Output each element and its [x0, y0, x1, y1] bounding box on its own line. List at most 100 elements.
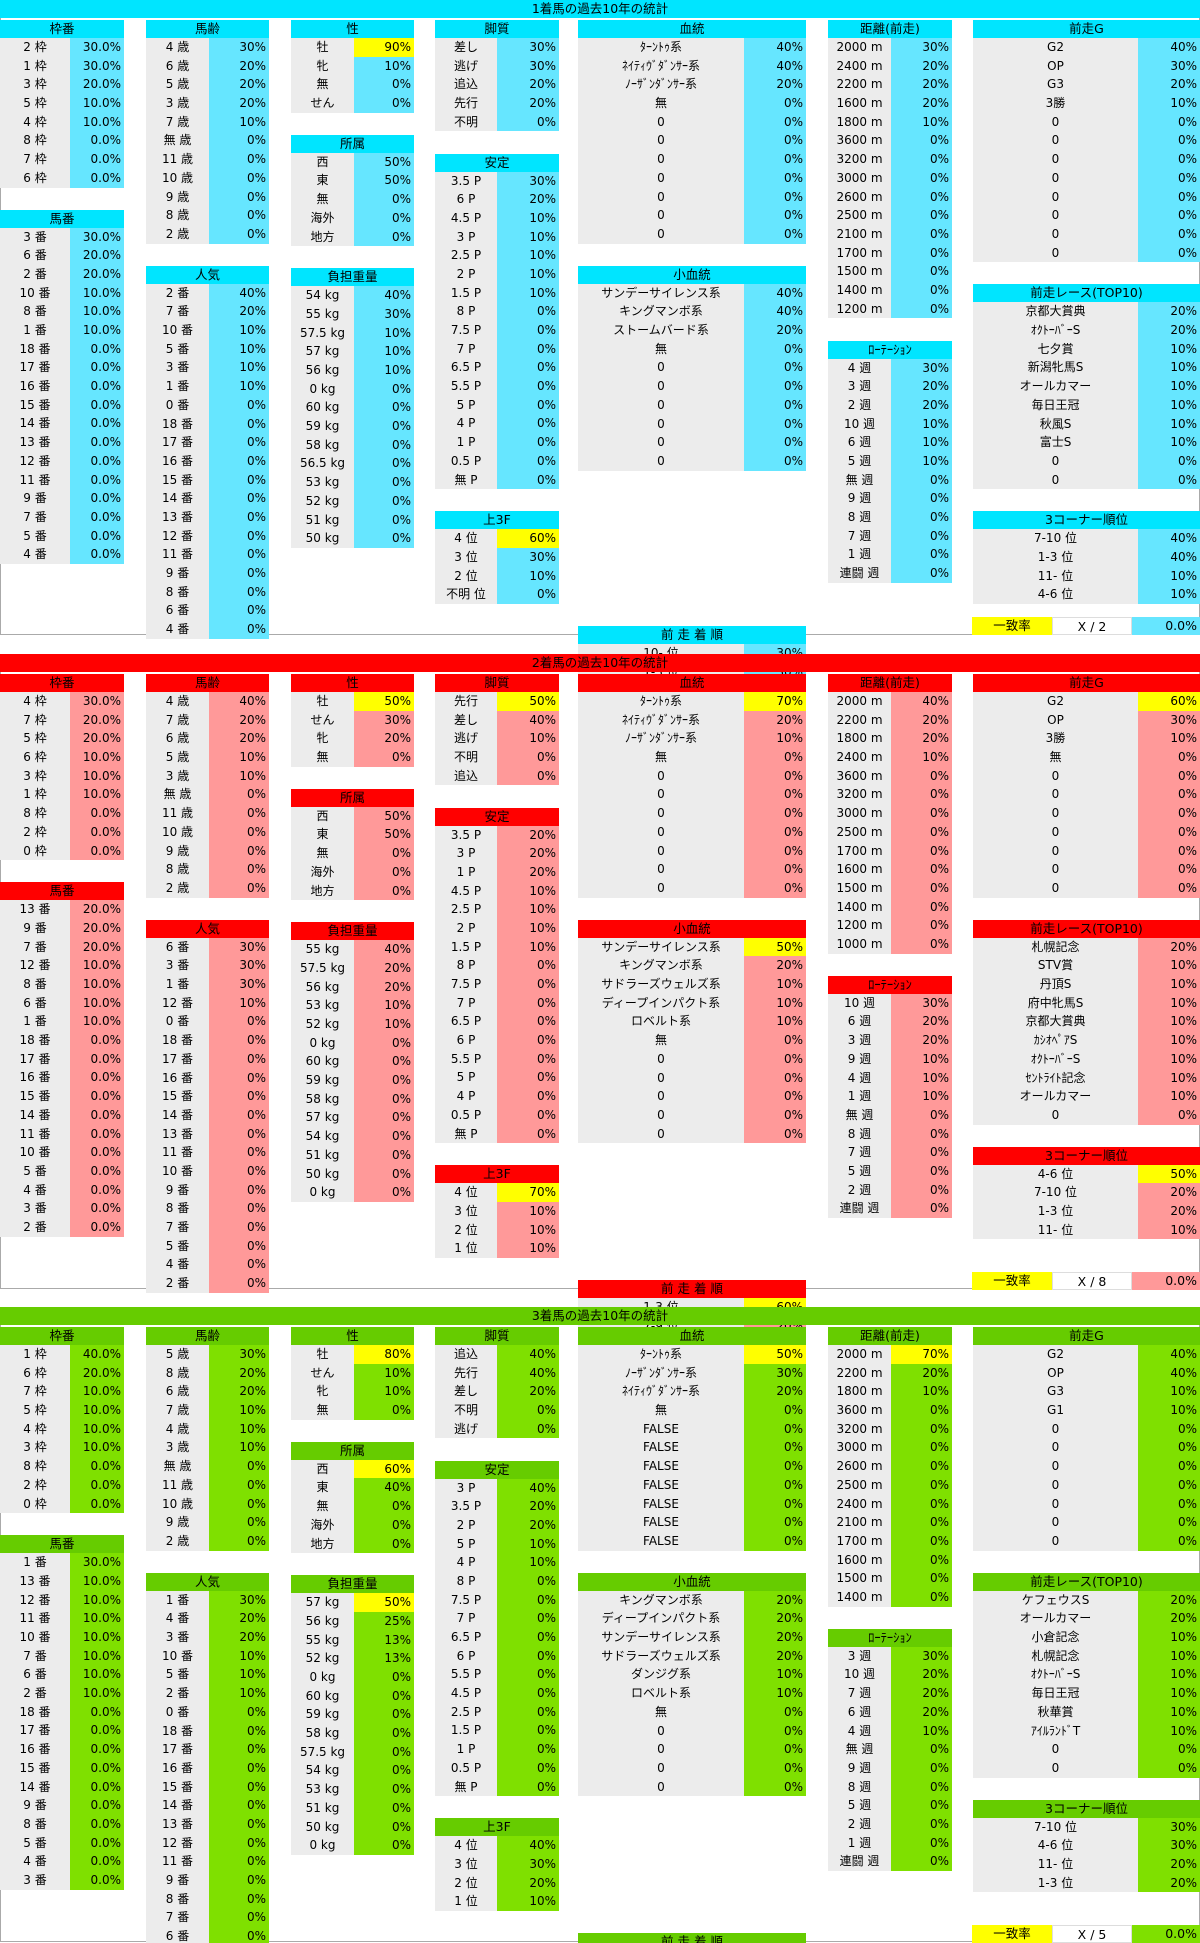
table-row: 1 週 0% — [828, 545, 952, 565]
row-value: 0% — [209, 1740, 269, 1759]
row-label: 無 歳 — [146, 1457, 209, 1476]
table-row: キングマンボ系 20% — [578, 956, 806, 976]
table-row: 10 歳 0% — [146, 168, 269, 188]
row-label: 7 週 — [828, 526, 891, 546]
row-label: 4-6 位 — [973, 1836, 1138, 1856]
row-value: 20% — [1138, 1590, 1200, 1610]
table-row: 5 P 0% — [435, 1068, 559, 1088]
table-row: 小倉記念 10% — [973, 1628, 1200, 1647]
table-row: 西 50% — [291, 806, 414, 826]
row-label: ｱｲﾙﾗﾝﾄﾞT — [973, 1721, 1138, 1741]
row-label: STV賞 — [973, 956, 1138, 976]
section-title: 2着馬の過去10年の統計 — [0, 654, 1200, 672]
row-value: 10% — [354, 361, 414, 380]
row-value: 10.0% — [70, 302, 124, 322]
row-label: 5 枠 — [0, 1401, 70, 1420]
row-label: 毎日王冠 — [973, 1684, 1138, 1703]
row-value: 20% — [354, 729, 414, 749]
table-header: 上3F — [435, 511, 559, 530]
row-value: 0% — [891, 1569, 952, 1588]
table-row: 5.5 P 0% — [435, 1665, 559, 1685]
row-value: 0% — [891, 1513, 952, 1532]
row-label: 11 歳 — [146, 1475, 209, 1495]
table-header: 前 走 着 順 — [578, 1933, 806, 1943]
row-label: 6 歳 — [146, 56, 209, 76]
row-label: 0 — [973, 1531, 1138, 1551]
row-label: FALSE — [578, 1438, 744, 1458]
row-value: 0% — [209, 1814, 269, 1834]
row-label: 1 P — [435, 862, 497, 882]
row-value: 20% — [497, 844, 559, 863]
row-value: 30% — [209, 956, 269, 976]
row-label: 8 番 — [146, 582, 209, 602]
row-value: 0% — [209, 1889, 269, 1909]
row-label: 1800 m — [828, 729, 891, 749]
row-label: 追込 — [435, 1345, 497, 1364]
row-value: 0% — [354, 1798, 414, 1818]
table-row: 0 0% — [973, 1758, 1200, 1778]
row-label: 51 kg — [291, 510, 354, 530]
row-value: 0% — [744, 358, 806, 378]
row-label: 0 — [973, 112, 1138, 132]
table-row: 11 番 0% — [146, 545, 269, 564]
table-row: 51 kg 0% — [291, 510, 414, 530]
row-label: 55 kg — [291, 940, 354, 959]
table-row: 14 番 0.0% — [0, 414, 124, 434]
table-row: 7 歳 10% — [146, 1401, 269, 1420]
stats-table-agari: 上3F 4 位 60% 3 位 30% 2 位 10% 不明 位 0% — [435, 511, 559, 605]
row-label: 4 番 — [146, 1255, 209, 1275]
table-row: 7 番 20.0% — [0, 937, 124, 957]
table-row: 54 kg 0% — [291, 1127, 414, 1146]
table-header: 前走G — [973, 20, 1200, 38]
row-value: 10% — [209, 766, 269, 786]
row-label: 4 P — [435, 1087, 497, 1106]
row-value: 0.0% — [70, 1161, 124, 1181]
row-label: 17 番 — [146, 1049, 209, 1069]
table-row: 14 番 0% — [146, 1796, 269, 1815]
row-value: 0% — [497, 451, 559, 471]
table-row: 15 番 0.0% — [0, 1087, 124, 1106]
row-value: 10.0% — [70, 1382, 124, 1402]
row-label: 3 週 — [828, 1646, 891, 1666]
table-row: 5 P 0% — [435, 395, 559, 415]
row-value: 0.0% — [70, 1740, 124, 1759]
match-rate-label: 一致率 — [972, 1272, 1052, 1290]
row-value: 0% — [497, 1777, 559, 1797]
row-label: 1 週 — [828, 545, 891, 565]
row-value: 0.0% — [70, 395, 124, 415]
row-value: 10% — [1138, 1721, 1200, 1741]
row-label: サンデーサイレンス系 — [578, 283, 744, 303]
row-value: 0% — [354, 1183, 414, 1202]
table-row: 0 0% — [973, 470, 1200, 490]
table-row: 2 週 20% — [828, 395, 952, 415]
table-row: 3 枠 10.0% — [0, 1438, 124, 1458]
table-row: 8 週 0% — [828, 508, 952, 527]
row-value: 0% — [209, 131, 269, 151]
row-value: 10% — [1138, 1401, 1200, 1420]
row-label: 7 P — [435, 1609, 497, 1628]
row-value: 0% — [497, 1665, 559, 1685]
row-label: 53 kg — [291, 996, 354, 1016]
row-label: 0 kg — [291, 1183, 354, 1202]
row-value: 0.0% — [70, 1457, 124, 1476]
row-label: 3000 m — [828, 168, 891, 188]
table-row: 7 枠 0.0% — [0, 150, 124, 169]
row-value: 0% — [744, 150, 806, 169]
table-row: 60 kg 0% — [291, 1052, 414, 1072]
row-value: 30% — [209, 975, 269, 994]
row-label: 5 枠 — [0, 94, 70, 113]
row-label: 不明 位 — [435, 585, 497, 605]
row-label: ﾉｰｻﾞﾝﾀﾞﾝｻｰ系 — [578, 75, 744, 95]
row-value: 10% — [1138, 1012, 1200, 1032]
row-label: 11 歳 — [146, 150, 209, 169]
table-row: 1 P 0% — [435, 433, 559, 452]
row-label: 4 週 — [828, 1721, 891, 1741]
row-value: 0% — [354, 1724, 414, 1743]
table-row: サンデーサイレンス系 40% — [578, 283, 806, 303]
row-value: 10% — [891, 1087, 952, 1106]
row-value: 0% — [209, 1494, 269, 1514]
row-label: 府中牝馬S — [973, 993, 1138, 1013]
row-label: 16 番 — [0, 1068, 70, 1088]
row-value: 30% — [209, 1345, 269, 1364]
stats-table-shozoku: 所属西 50% 東 50% 無 0% 海外 0% 地方 0% — [291, 134, 414, 247]
